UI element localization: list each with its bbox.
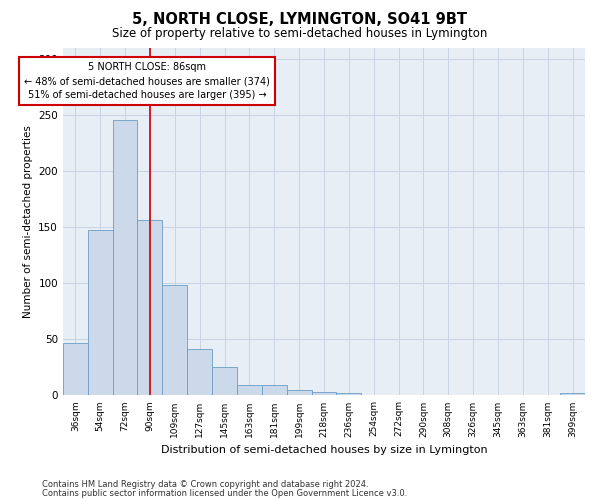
Bar: [63, 342, 88, 396]
Y-axis label: Number of semi-detached properties: Number of semi-detached properties: [23, 125, 33, 318]
Text: 5, NORTH CLOSE, LYMINGTON, SO41 9BT: 5, NORTH CLOSE, LYMINGTON, SO41 9BT: [133, 12, 467, 28]
Bar: [311, 392, 337, 396]
Bar: [287, 390, 311, 396]
Text: Size of property relative to semi-detached houses in Lymington: Size of property relative to semi-detach…: [112, 28, 488, 40]
Text: Contains HM Land Registry data © Crown copyright and database right 2024.: Contains HM Land Registry data © Crown c…: [42, 480, 368, 489]
Bar: [163, 286, 187, 396]
Bar: [337, 393, 361, 396]
X-axis label: Distribution of semi-detached houses by size in Lymington: Distribution of semi-detached houses by …: [161, 445, 487, 455]
Bar: [187, 350, 212, 396]
Bar: [113, 120, 137, 396]
Bar: [560, 393, 585, 396]
Bar: [88, 230, 113, 396]
Text: 5 NORTH CLOSE: 86sqm
← 48% of semi-detached houses are smaller (374)
51% of semi: 5 NORTH CLOSE: 86sqm ← 48% of semi-detac…: [24, 62, 270, 100]
Bar: [212, 368, 237, 396]
Bar: [137, 220, 163, 396]
Bar: [262, 386, 287, 396]
Text: Contains public sector information licensed under the Open Government Licence v3: Contains public sector information licen…: [42, 488, 407, 498]
Bar: [237, 386, 262, 396]
